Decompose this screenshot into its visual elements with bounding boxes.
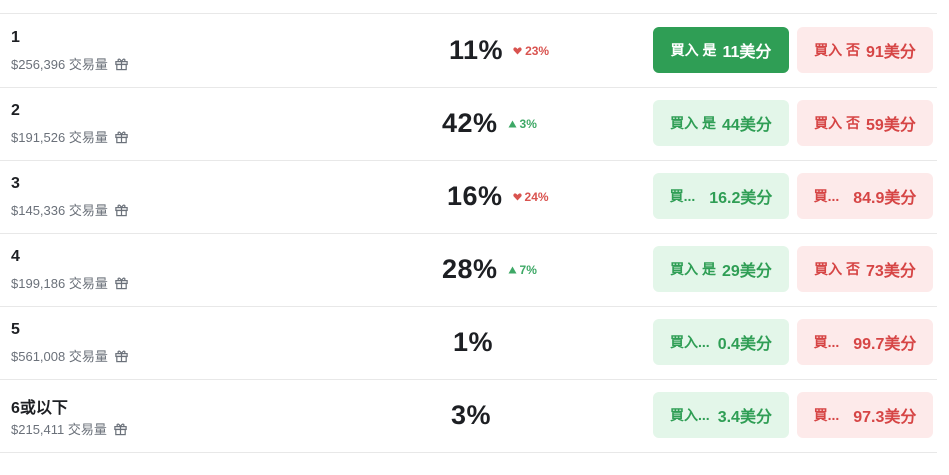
- probability-group: 42% 3%: [442, 87, 537, 160]
- volume-text: $199,186 交易量: [11, 276, 108, 291]
- buy-yes-price: 11美分: [722, 44, 772, 61]
- probability-group: 16% 24%: [447, 160, 549, 233]
- gift-icon[interactable]: [114, 202, 129, 217]
- volume-text: $215,411 交易量: [11, 422, 107, 437]
- buy-yes-label: 買入 是: [670, 42, 717, 58]
- outcome-label: 5: [11, 321, 20, 338]
- change-indicator: 3%: [508, 117, 537, 131]
- buy-yes-price: 16.2美分: [709, 190, 773, 207]
- gift-icon[interactable]: [114, 275, 129, 290]
- outcome-label: 3: [11, 175, 20, 192]
- buy-yes-label: 買入...: [670, 407, 710, 423]
- buy-yes-price: 44美分: [722, 117, 772, 134]
- change-value: 23%: [525, 43, 550, 58]
- change-value: 24%: [524, 189, 549, 204]
- buy-no-button[interactable]: 買入 否 91美分: [797, 27, 933, 73]
- change-indicator: 24%: [512, 189, 549, 204]
- top-divider: [0, 13, 937, 14]
- buy-no-label: 買入 否: [814, 42, 861, 58]
- buy-yes-button[interactable]: 買入... 3.4美分: [653, 392, 789, 438]
- buy-yes-label: 買入 是: [670, 261, 717, 277]
- buy-no-button[interactable]: 買... 99.7美分: [797, 319, 933, 365]
- outcome-row[interactable]: 1 $256,396 交易量 11% 23% 買入 是 11美分 買入 否 91美分: [0, 14, 937, 88]
- gift-icon[interactable]: [113, 421, 128, 436]
- outcome-label: 1: [11, 29, 20, 46]
- buy-no-label: 買...: [813, 188, 840, 204]
- probability-percent: 1%: [453, 327, 494, 357]
- probability-group: 1%: [453, 306, 493, 379]
- volume-text: $191,526 交易量: [11, 130, 108, 145]
- buy-no-label: 買入 否: [814, 115, 861, 131]
- outcome-volume: $199,186 交易量: [11, 273, 129, 292]
- heart-down-icon: [512, 192, 522, 201]
- outcome-label: 6或以下: [11, 400, 68, 417]
- volume-text: $145,336 交易量: [11, 203, 108, 218]
- probability-percent: 11%: [449, 35, 504, 65]
- buy-yes-button[interactable]: 買入... 0.4美分: [653, 319, 789, 365]
- change-indicator: 23%: [513, 44, 549, 58]
- buy-yes-button[interactable]: 買入 是 44美分: [653, 100, 789, 146]
- buy-yes-label: 買入...: [670, 334, 710, 350]
- heart-down-icon: [513, 46, 522, 55]
- probability-group: 28% 7%: [442, 233, 537, 306]
- outcome-row[interactable]: 4 $199,186 交易量 28% 7% 買入 是 29美分 買入 否 73美分: [0, 233, 937, 307]
- outcome-volume: $145,336 交易量: [11, 200, 129, 219]
- gift-icon[interactable]: [114, 56, 129, 71]
- volume-text: $256,396 交易量: [11, 57, 108, 72]
- triangle-up-icon: [508, 265, 517, 274]
- outcome-label: 4: [11, 248, 20, 265]
- change-value: 7%: [519, 262, 537, 277]
- outcome-volume: $191,526 交易量: [11, 127, 129, 146]
- buy-yes-label: 買入 是: [670, 115, 717, 131]
- outcome-row[interactable]: 3 $145,336 交易量 16% 24% 買... 16.2美分 買... 84…: [0, 160, 937, 234]
- buy-no-price: 84.9美分: [853, 190, 917, 207]
- buy-no-button[interactable]: 買... 84.9美分: [797, 173, 933, 219]
- buy-yes-label: 買...: [669, 188, 696, 204]
- buy-no-price: 99.7美分: [853, 336, 917, 353]
- outcome-row[interactable]: 6或以下 $215,411 交易量 3% 買入... 3.4美分 買... 97.3…: [0, 379, 937, 453]
- buy-no-label: 買...: [813, 407, 840, 423]
- change-value: 3%: [519, 116, 537, 131]
- buy-yes-price: 29美分: [722, 263, 772, 280]
- buy-no-price: 97.3美分: [853, 409, 917, 426]
- buy-no-button[interactable]: 買入 否 73美分: [797, 246, 933, 292]
- buy-no-label: 買...: [813, 334, 840, 350]
- probability-group: 3%: [451, 379, 491, 452]
- outcome-label: 2: [11, 102, 20, 119]
- triangle-up-icon: [508, 119, 517, 128]
- outcome-row[interactable]: 2 $191,526 交易量 42% 3% 買入 是 44美分 買入 否 59美分: [0, 87, 937, 161]
- buy-no-button[interactable]: 買... 97.3美分: [797, 392, 933, 438]
- probability-percent: 3%: [451, 400, 492, 430]
- buy-no-label: 買入 否: [814, 261, 861, 277]
- outcome-row[interactable]: 5 $561,008 交易量 1% 買入... 0.4美分 買... 99.7美分: [0, 306, 937, 380]
- gift-icon[interactable]: [114, 348, 129, 363]
- change-indicator: 7%: [508, 263, 537, 277]
- outcome-volume: $561,008 交易量: [11, 346, 129, 365]
- gift-icon[interactable]: [114, 129, 129, 144]
- volume-text: $561,008 交易量: [11, 349, 108, 364]
- probability-percent: 28%: [442, 254, 498, 284]
- probability-group: 11% 23%: [449, 14, 549, 87]
- buy-yes-button[interactable]: 買入 是 29美分: [653, 246, 789, 292]
- buy-yes-price: 0.4美分: [717, 336, 772, 353]
- buy-no-button[interactable]: 買入 否 59美分: [797, 100, 933, 146]
- outcome-volume: $256,396 交易量: [11, 54, 129, 73]
- buy-yes-button[interactable]: 買入 是 11美分: [653, 27, 789, 73]
- outcome-volume: $215,411 交易量: [11, 419, 128, 438]
- buy-yes-button[interactable]: 買... 16.2美分: [653, 173, 789, 219]
- buy-no-price: 73美分: [866, 263, 916, 280]
- buy-no-price: 59美分: [866, 117, 916, 134]
- buy-yes-price: 3.4美分: [717, 409, 772, 426]
- probability-percent: 42%: [442, 108, 498, 138]
- probability-percent: 16%: [447, 181, 503, 211]
- buy-no-price: 91美分: [866, 44, 916, 61]
